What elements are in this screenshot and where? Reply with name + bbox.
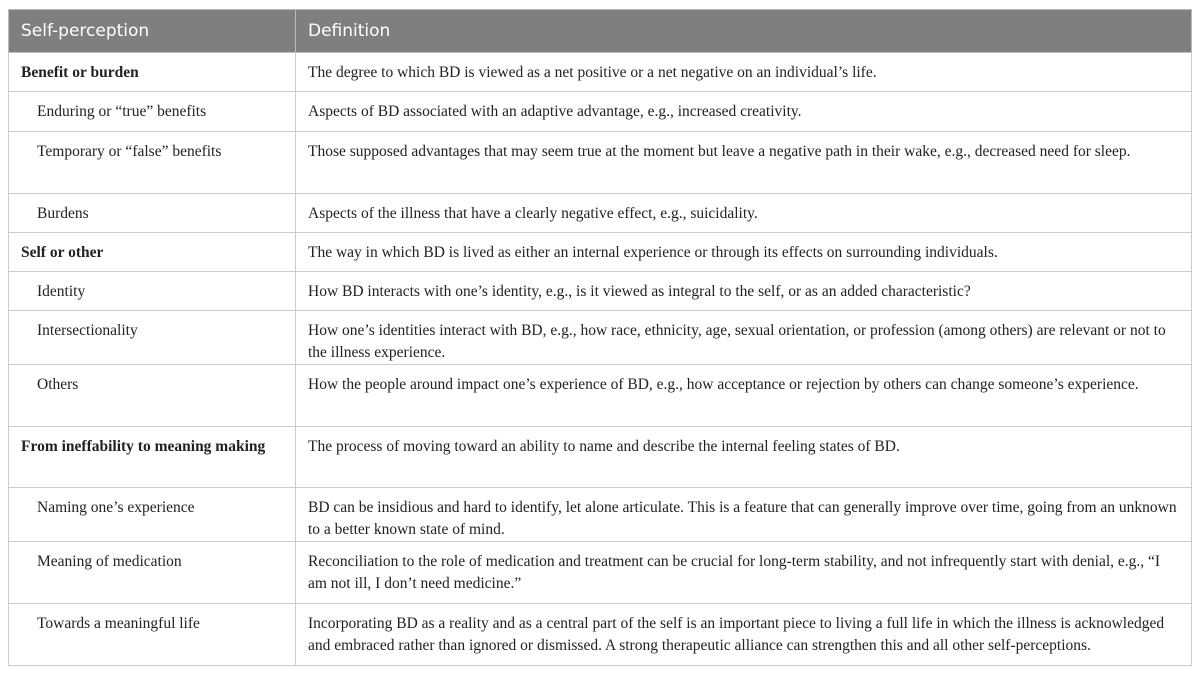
term-cell: Meaning of medication xyxy=(8,541,296,604)
subcategory-row: Identity How BD interacts with one’s iden… xyxy=(8,271,1192,311)
subcategory-row: Burdens Aspects of the illness that have … xyxy=(8,193,1192,233)
category-row: From ineffability to meaning making The p… xyxy=(8,426,1192,488)
definition-cell: How one’s identities interact with BD, e… xyxy=(295,310,1192,365)
term-cell: Enduring or “true” benefits xyxy=(8,91,296,132)
subcategory-row: Temporary or “false” benefits Those suppo… xyxy=(8,131,1192,194)
definition-cell: Aspects of BD associated with an adaptiv… xyxy=(295,91,1192,132)
term-cell: Identity xyxy=(8,271,296,311)
category-row: Benefit or burden The degree to which BD … xyxy=(8,52,1192,92)
definition-cell: The degree to which BD is viewed as a ne… xyxy=(295,52,1192,92)
definition-cell: The process of moving toward an ability … xyxy=(295,426,1192,488)
definition-cell: Reconciliation to the role of medication… xyxy=(295,541,1192,604)
subcategory-row: Enduring or “true” benefits Aspects of BD… xyxy=(8,91,1192,132)
definition-cell: Aspects of the illness that have a clear… xyxy=(295,193,1192,233)
subcategory-row: Naming one’s experience BD can be insidio… xyxy=(8,487,1192,542)
term-cell: Temporary or “false” benefits xyxy=(8,131,296,194)
definition-cell: How BD interacts with one’s identity, e.… xyxy=(295,271,1192,311)
term-cell: Others xyxy=(8,364,296,427)
term-cell: Intersectionality xyxy=(8,310,296,365)
definition-cell: BD can be insidious and hard to identify… xyxy=(295,487,1192,542)
header-definition: Definition xyxy=(295,9,1192,53)
subcategory-row: Others How the people around impact one’s… xyxy=(8,364,1192,427)
term-cell: Naming one’s experience xyxy=(8,487,296,542)
subcategory-row: Towards a meaningful life Incorporating B… xyxy=(8,603,1192,666)
definition-cell: Incorporating BD as a reality and as a c… xyxy=(295,603,1192,666)
definition-cell: How the people around impact one’s exper… xyxy=(295,364,1192,427)
self-perception-table: Self-perception Definition Benefit or bu… xyxy=(8,9,1192,666)
header-self-perception: Self-perception xyxy=(8,9,296,53)
term-cell: From ineffability to meaning making xyxy=(8,426,296,488)
category-row: Self or other The way in which BD is live… xyxy=(8,232,1192,272)
subcategory-row: Intersectionality How one’s identities in… xyxy=(8,310,1192,365)
subcategory-row: Meaning of medication Reconciliation to t… xyxy=(8,541,1192,604)
definition-cell: The way in which BD is lived as either a… xyxy=(295,232,1192,272)
definition-cell: Those supposed advantages that may seem … xyxy=(295,131,1192,194)
table-header: Self-perception Definition xyxy=(8,9,1192,53)
term-cell: Burdens xyxy=(8,193,296,233)
term-cell: Benefit or burden xyxy=(8,52,296,92)
term-cell: Self or other xyxy=(8,232,296,272)
term-cell: Towards a meaningful life xyxy=(8,603,296,666)
